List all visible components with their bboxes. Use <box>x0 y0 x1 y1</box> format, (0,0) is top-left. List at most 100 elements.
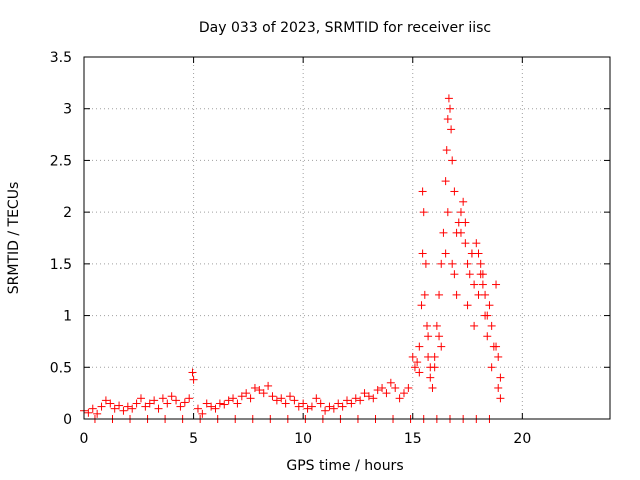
data-point <box>193 404 202 413</box>
data-point <box>450 187 459 196</box>
data-point <box>478 280 487 289</box>
data-point <box>415 368 424 377</box>
data-point <box>88 404 97 413</box>
data-point <box>188 368 197 377</box>
data-point <box>439 228 448 237</box>
data-point <box>494 383 503 392</box>
data-point <box>167 392 176 401</box>
data-point <box>229 394 238 403</box>
y-tick-label: 3 <box>63 102 72 118</box>
data-point <box>97 402 106 411</box>
data-point <box>447 125 456 134</box>
data-point <box>463 259 472 268</box>
x-tick-label: 0 <box>80 431 89 447</box>
data-point <box>467 249 476 258</box>
data-point <box>483 311 492 320</box>
data-point <box>281 399 290 408</box>
data-point <box>347 399 356 408</box>
x-tick-label: 5 <box>189 431 198 447</box>
data-point <box>351 394 360 403</box>
y-tick-label: 1.5 <box>50 257 72 273</box>
data-point <box>378 383 387 392</box>
data-point <box>176 402 185 411</box>
x-tick-label: 15 <box>404 431 422 447</box>
data-point <box>334 399 343 408</box>
data-point <box>329 404 338 413</box>
data-point <box>312 394 321 403</box>
data-point <box>483 332 492 341</box>
data-point <box>202 399 211 408</box>
data-point <box>290 396 299 405</box>
data-point <box>369 394 378 403</box>
data-point <box>141 402 150 411</box>
data-point <box>233 399 242 408</box>
data-point <box>119 406 128 415</box>
data-point <box>443 208 452 217</box>
data-point <box>84 408 93 417</box>
data-point <box>450 270 459 279</box>
data-point <box>435 290 444 299</box>
grid <box>84 57 610 419</box>
data-point <box>444 94 453 103</box>
data-point <box>382 389 391 398</box>
data-point <box>496 373 505 382</box>
data-point <box>154 404 163 413</box>
plot-frame <box>83 56 611 420</box>
y-tick-label: 2.5 <box>50 153 72 169</box>
data-point <box>338 402 347 411</box>
data-point <box>268 392 277 401</box>
data-point <box>481 290 490 299</box>
data-point <box>386 378 395 387</box>
data-point <box>150 396 159 405</box>
data-point <box>255 386 264 395</box>
data-point <box>476 270 485 279</box>
data-point <box>360 389 369 398</box>
data-point <box>242 389 251 398</box>
x-axis-title: GPS time / hours <box>286 458 403 474</box>
data-point <box>435 332 444 341</box>
data-point <box>476 259 485 268</box>
data-point <box>487 363 496 372</box>
data-point <box>437 342 446 351</box>
data-point <box>496 394 505 403</box>
data-point <box>321 406 330 415</box>
data-point <box>421 259 430 268</box>
data-point <box>492 280 501 289</box>
data-point <box>106 399 115 408</box>
data-point <box>163 399 172 408</box>
data-point <box>399 389 408 398</box>
data-point <box>420 290 429 299</box>
data-point <box>395 394 404 403</box>
data-point <box>294 402 303 411</box>
data-point <box>413 358 422 367</box>
data-point <box>422 321 431 330</box>
data-point <box>246 394 255 403</box>
data-point <box>442 146 451 155</box>
data-point <box>452 290 461 299</box>
y-tick-label: 0.5 <box>50 360 72 376</box>
data-point <box>272 396 281 405</box>
data-point <box>128 404 137 413</box>
x-tick-label: 10 <box>294 431 312 447</box>
data-point <box>494 352 503 361</box>
data-point <box>264 381 273 390</box>
data-point <box>410 363 419 372</box>
data-point <box>404 383 413 392</box>
data-point <box>115 401 124 410</box>
data-point <box>316 399 325 408</box>
data-point <box>437 259 446 268</box>
data-point <box>303 404 312 413</box>
data-point <box>448 259 457 268</box>
y-axis-title: SRMTID / TECUs <box>6 182 22 295</box>
data-point <box>180 398 189 407</box>
data-point <box>470 280 479 289</box>
data-points <box>80 94 505 423</box>
data-point <box>419 208 428 217</box>
data-point <box>415 342 424 351</box>
data-point <box>443 115 452 124</box>
data-point <box>459 197 468 206</box>
x-tick-label: 20 <box>513 431 531 447</box>
data-point <box>158 394 167 403</box>
data-point <box>456 208 465 217</box>
